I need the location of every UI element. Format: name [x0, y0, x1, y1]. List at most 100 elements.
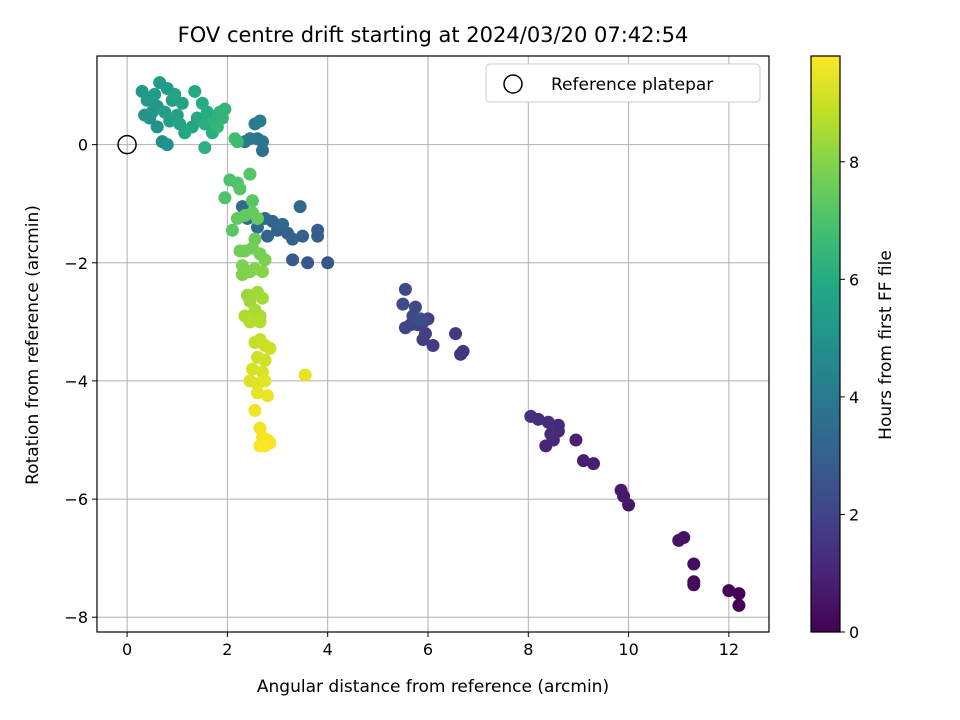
data-point — [298, 368, 312, 382]
data-point — [175, 96, 189, 110]
data-point — [732, 598, 746, 612]
data-point — [687, 557, 701, 571]
data-point — [541, 415, 555, 429]
y-tick-label: −2 — [64, 254, 88, 273]
data-point — [263, 341, 277, 355]
data-point — [687, 575, 701, 589]
data-point — [245, 194, 259, 208]
y-axis-ticks: −8 −6 −4 −2 0 — [64, 136, 97, 627]
legend-marker-icon — [503, 74, 523, 94]
data-point — [321, 256, 335, 270]
colorbar-tick-label: 0 — [849, 623, 859, 642]
data-point — [228, 132, 242, 146]
data-point — [250, 386, 264, 400]
data-point — [408, 300, 422, 314]
data-point — [672, 533, 686, 547]
x-tick-label: 4 — [323, 640, 333, 659]
data-point — [243, 315, 257, 329]
data-point — [253, 315, 267, 329]
x-tick-label: 2 — [222, 640, 232, 659]
data-point — [255, 265, 269, 279]
data-point — [586, 457, 600, 471]
data-point — [301, 256, 315, 270]
data-point — [258, 253, 272, 267]
data-point — [456, 344, 470, 358]
x-axis-label: Angular distance from reference (arcmin) — [257, 677, 609, 697]
plot-frame — [96, 55, 770, 633]
data-point — [286, 253, 300, 267]
data-point — [426, 338, 440, 352]
colorbar-tick-label: 8 — [849, 153, 859, 172]
legend-entry-label: Reference platepar — [551, 75, 713, 95]
data-point — [198, 141, 212, 155]
legend: Reference platepar — [485, 63, 761, 103]
colorbar-label: Hours from first FF file — [876, 250, 896, 440]
data-point — [551, 418, 565, 432]
data-point — [722, 584, 736, 598]
data-point — [168, 87, 182, 101]
data-point — [248, 403, 262, 417]
data-point — [198, 117, 212, 131]
data-point — [293, 200, 307, 214]
reference-platepar-marker — [117, 134, 137, 155]
data-point — [245, 362, 259, 376]
data-point — [258, 353, 272, 367]
data-point — [258, 439, 272, 453]
data-point — [148, 87, 162, 101]
data-point — [210, 120, 224, 134]
data-point — [225, 223, 239, 237]
points-layer — [135, 76, 746, 612]
y-tick-label: −6 — [64, 490, 88, 509]
data-point — [253, 114, 267, 128]
y-tick-label: 0 — [78, 136, 88, 155]
data-point — [243, 167, 257, 181]
colorbar-tick-label: 6 — [849, 270, 859, 289]
data-point — [135, 84, 149, 98]
colorbar: 0 2 4 6 8 Hours from first FF file — [810, 55, 896, 642]
grid-lines — [97, 56, 769, 632]
data-point — [250, 211, 264, 225]
data-point — [398, 321, 412, 335]
data-point — [218, 191, 232, 205]
x-axis-ticks: 0 2 4 6 8 10 12 — [122, 632, 739, 659]
chart-title: FOV centre drift starting at 2024/03/20 … — [178, 23, 689, 47]
data-point — [614, 483, 628, 497]
data-point — [255, 291, 269, 305]
colorbar-tick-label: 2 — [849, 505, 859, 524]
x-tick-label: 0 — [122, 640, 132, 659]
data-point — [188, 84, 202, 98]
data-point — [311, 223, 325, 237]
y-axis-label: Rotation from reference (arcmin) — [23, 205, 43, 485]
data-point — [160, 138, 174, 152]
data-point — [276, 217, 290, 231]
y-tick-label: −4 — [64, 372, 88, 391]
data-point — [258, 374, 272, 388]
data-point — [261, 229, 275, 243]
data-point — [218, 102, 232, 116]
data-point — [449, 327, 463, 341]
x-tick-label: 10 — [618, 640, 638, 659]
data-point — [261, 389, 275, 403]
colorbar-gradient — [810, 55, 841, 633]
legend-box — [485, 63, 761, 103]
colorbar-ticks: 0 2 4 6 8 — [840, 153, 859, 642]
data-point — [732, 587, 746, 601]
x-tick-label: 8 — [523, 640, 533, 659]
data-point — [544, 427, 558, 441]
y-tick-label: −8 — [64, 608, 88, 627]
x-tick-label: 6 — [423, 640, 433, 659]
data-point — [398, 282, 412, 296]
data-point — [569, 433, 583, 447]
data-point — [233, 244, 247, 258]
data-point — [200, 105, 214, 119]
data-point — [576, 454, 590, 468]
data-point — [233, 182, 247, 196]
data-point — [296, 229, 310, 243]
x-tick-label: 12 — [719, 640, 739, 659]
data-point — [413, 312, 427, 326]
data-point — [524, 409, 538, 423]
plot-area: 0 2 4 6 8 10 12 −8 −6 −4 −2 0 Reference platepar — [64, 55, 770, 659]
colorbar-tick-label: 4 — [849, 388, 859, 407]
data-point — [150, 120, 164, 134]
